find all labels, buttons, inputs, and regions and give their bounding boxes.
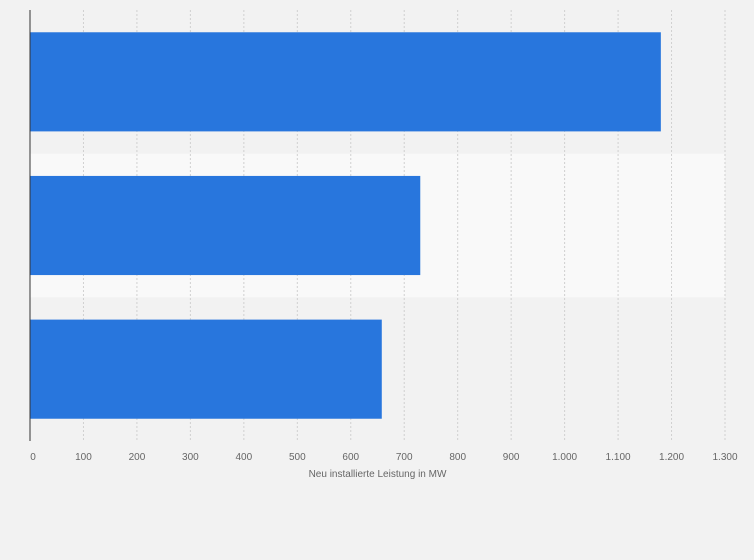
x-tick-label: 800	[449, 452, 466, 463]
bar[interactable]	[30, 319, 382, 419]
x-tick-label: 400	[236, 452, 253, 463]
x-axis-ticks: 0 100 200 300 400 500 600 700 800 900 1.000 1.100 1.…	[30, 452, 738, 463]
x-tick-label: 900	[503, 452, 520, 463]
x-tick-label: 300	[182, 452, 199, 463]
bar[interactable]	[30, 32, 661, 132]
x-tick-label: 100	[75, 452, 92, 463]
bars	[30, 32, 661, 419]
x-tick-label: 1.100	[606, 452, 631, 463]
x-tick-label: 0	[30, 452, 36, 463]
x-tick-label: 500	[289, 452, 306, 463]
x-tick-label: 200	[129, 452, 146, 463]
x-tick-label: 1.300	[712, 452, 737, 463]
x-tick-label: 600	[342, 452, 359, 463]
x-tick-label: 1.000	[552, 452, 577, 463]
bar[interactable]	[30, 175, 421, 276]
x-tick-label: 1.200	[659, 452, 684, 463]
x-tick-label: 700	[396, 452, 413, 463]
x-axis-title: Neu installierte Leistung in MW	[309, 469, 447, 480]
